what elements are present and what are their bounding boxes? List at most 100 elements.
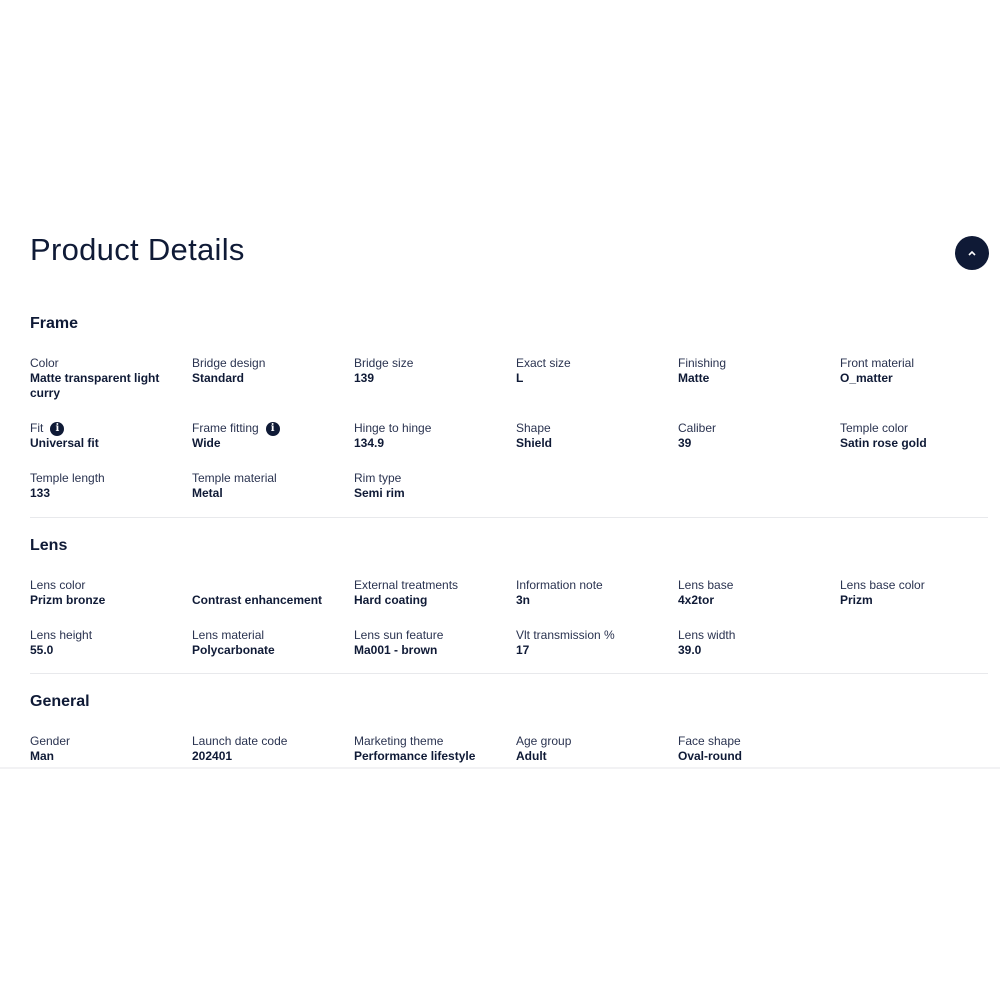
detail-value: 17 <box>516 643 530 657</box>
detail-label-text: Fit <box>30 421 44 435</box>
detail-label: Hinge to hinge <box>354 421 516 436</box>
detail-value: Universal fit <box>30 436 99 450</box>
detail-value: Semi rim <box>354 486 405 500</box>
detail-item: External treatments Hard coating <box>354 578 516 608</box>
detail-item: Vlt transmission % 17 <box>516 628 678 658</box>
detail-label-text: Marketing theme <box>354 734 444 748</box>
section-general: General Gender Man Launch date code 202401 Ma… <box>30 693 988 764</box>
detail-label: Lens base <box>678 578 840 593</box>
detail-item: Temple material Metal <box>192 471 354 501</box>
detail-label: Frame fitting i <box>192 421 354 436</box>
detail-label-text: Front material <box>840 356 915 370</box>
detail-value: Hard coating <box>354 593 428 607</box>
detail-label: Lens color <box>30 578 192 593</box>
collapse-button[interactable] <box>955 236 989 270</box>
detail-label: Shape <box>516 421 678 436</box>
detail-label-text: Age group <box>516 734 572 748</box>
detail-value: Shield <box>516 436 553 450</box>
detail-value: Satin rose gold <box>840 436 927 450</box>
detail-label-text: Launch date code <box>192 734 288 748</box>
detail-item: Lens color Prizm bronze <box>30 578 192 608</box>
detail-value: Oval-round <box>678 749 743 763</box>
detail-value: O_matter <box>840 371 893 385</box>
detail-value: Performance lifestyle <box>354 749 476 763</box>
section-bottom-edge <box>0 767 1000 769</box>
detail-item: Contrast enhancement <box>192 578 354 608</box>
detail-label: Marketing theme <box>354 734 516 749</box>
detail-item: Frame fitting i Wide <box>192 421 354 451</box>
detail-item: Gender Man <box>30 734 192 764</box>
detail-value: 3n <box>516 593 531 607</box>
section-heading: Frame <box>30 315 79 332</box>
detail-label: Lens sun feature <box>354 628 516 643</box>
detail-label-text: Bridge size <box>354 356 414 370</box>
detail-value: 133 <box>30 486 51 500</box>
detail-value: Polycarbonate <box>192 643 275 657</box>
detail-item: Lens width 39.0 <box>678 628 840 658</box>
divider <box>30 673 988 674</box>
detail-value: 55.0 <box>30 643 54 657</box>
detail-label-text: Gender <box>30 734 71 748</box>
detail-label-text: Caliber <box>678 421 717 435</box>
detail-value: Wide <box>192 436 221 450</box>
detail-item: Caliber 39 <box>678 421 840 451</box>
detail-label: Caliber <box>678 421 840 436</box>
detail-item: Bridge design Standard <box>192 356 354 401</box>
detail-label-text: Bridge design <box>192 356 266 370</box>
detail-value: Matte <box>678 371 710 385</box>
detail-item: Finishing Matte <box>678 356 840 401</box>
detail-label: Vlt transmission % <box>516 628 678 643</box>
detail-item: Marketing theme Performance lifestyle <box>354 734 516 764</box>
detail-value: 39.0 <box>678 643 702 657</box>
detail-label: Launch date code <box>192 734 354 749</box>
detail-value: Contrast enhancement <box>192 593 323 607</box>
detail-item: Exact size L <box>516 356 678 401</box>
detail-value: 134.9 <box>354 436 385 450</box>
detail-value: Man <box>30 749 54 763</box>
detail-label-text: Finishing <box>678 356 727 370</box>
detail-label: Finishing <box>678 356 840 371</box>
detail-label: Bridge design <box>192 356 354 371</box>
detail-label-text: Temple color <box>840 421 909 435</box>
detail-label-text: Exact size <box>516 356 571 370</box>
info-icon[interactable]: i <box>50 421 65 436</box>
detail-item: Lens height 55.0 <box>30 628 192 658</box>
detail-value: Prizm <box>840 593 873 607</box>
detail-label: Lens material <box>192 628 354 643</box>
detail-label-text: Information note <box>516 578 603 592</box>
detail-label: Temple length <box>30 471 192 486</box>
info-icon[interactable]: i <box>265 421 280 436</box>
detail-label-text: Lens sun feature <box>354 628 444 642</box>
detail-item: Lens base color Prizm <box>840 578 1000 608</box>
detail-item: Temple length 133 <box>30 471 192 501</box>
detail-label: Color <box>30 356 192 371</box>
detail-item: Lens sun feature Ma001 - brown <box>354 628 516 658</box>
section-frame: Frame Color Matte transparent light curry B… <box>30 315 988 501</box>
detail-label-text: Lens base <box>678 578 734 592</box>
detail-label: External treatments <box>354 578 516 593</box>
detail-value: 202401 <box>192 749 233 763</box>
detail-label-text: Rim type <box>354 471 402 485</box>
detail-value: 139 <box>354 371 375 385</box>
detail-value: Metal <box>192 486 223 500</box>
detail-label-text: Color <box>30 356 59 370</box>
detail-label-text: Lens material <box>192 628 265 642</box>
detail-value: Adult <box>516 749 547 763</box>
detail-value: Matte transparent light curry <box>30 371 160 400</box>
detail-value: Standard <box>192 371 245 385</box>
chevron-up-icon <box>968 250 976 256</box>
detail-label: Information note <box>516 578 678 593</box>
detail-label-text: Lens height <box>30 628 93 642</box>
detail-label: Gender <box>30 734 192 749</box>
detail-item: Temple color Satin rose gold <box>840 421 1000 451</box>
detail-label-text: Lens base color <box>840 578 925 592</box>
divider <box>30 517 988 518</box>
section-lens: Lens Lens color Prizm bronze Contrast enhan… <box>30 537 988 658</box>
detail-label-text: Lens color <box>30 578 86 592</box>
detail-label-text: Temple length <box>30 471 105 485</box>
section-heading: General <box>30 693 90 710</box>
detail-label-text: Hinge to hinge <box>354 421 432 435</box>
detail-item: Age group Adult <box>516 734 678 764</box>
detail-label-text: Temple material <box>192 471 277 485</box>
detail-label-text: Vlt transmission % <box>516 628 615 642</box>
